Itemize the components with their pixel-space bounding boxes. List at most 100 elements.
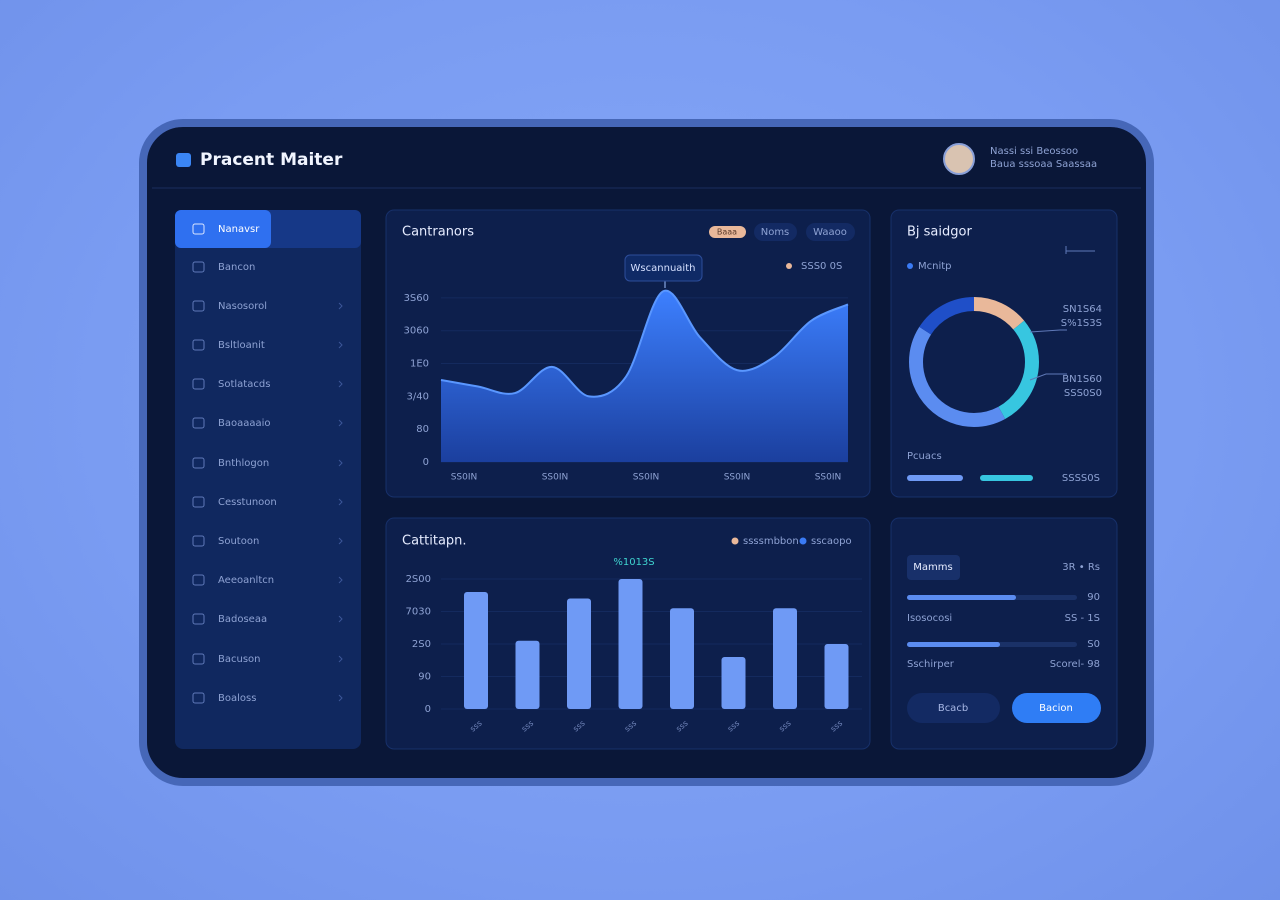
nav-label[interactable]: Sotlatacds <box>218 379 270 390</box>
x-tick-label: SS0IN <box>542 473 569 483</box>
chevron <box>338 459 343 467</box>
annotation: %1013S <box>613 557 654 568</box>
nav-label[interactable]: Badoseaa <box>218 614 267 625</box>
donut-panel <box>890 209 1118 498</box>
logo <box>176 153 191 167</box>
button[interactable] <box>1012 693 1101 723</box>
row-note: SS - 1S <box>1065 613 1100 624</box>
nav-icon <box>192 223 205 235</box>
footer-label: Pcuacs <box>907 451 942 462</box>
donut-segment <box>909 297 1039 427</box>
nav-icon <box>192 692 205 704</box>
footer-value: SSSS0S <box>1062 473 1100 484</box>
legend-label: sscaopo <box>811 536 852 547</box>
panel-title: Bj saidgor <box>907 225 972 240</box>
bar <box>773 608 797 709</box>
nav-label[interactable]: Nasosorol <box>218 301 267 312</box>
icon <box>1065 246 1095 254</box>
chevron <box>338 341 343 349</box>
chevron <box>338 537 343 545</box>
nav-icon <box>192 417 205 429</box>
chevron <box>338 655 343 663</box>
callout: SSS0S0 <box>1064 388 1102 399</box>
donut-segment <box>909 297 1039 427</box>
nav-icon <box>192 496 205 508</box>
bar <box>464 592 488 709</box>
chevron <box>338 419 343 427</box>
callout-line <box>1029 329 1067 381</box>
bar <box>567 598 591 709</box>
x-tick-label: SS0IN <box>633 473 660 483</box>
panel-title: Cantranors <box>402 225 474 240</box>
chevron <box>338 615 343 623</box>
filter-chip[interactable] <box>709 226 746 238</box>
x-tick-label: SS0IN <box>724 473 751 483</box>
avatar[interactable] <box>943 143 975 175</box>
y-tick-label: 2S0 <box>412 639 431 650</box>
nav-icon <box>192 574 205 586</box>
user-name: Nassi ssi Beossoo <box>990 146 1078 157</box>
button[interactable] <box>907 693 1000 723</box>
y-tick-label: 80 <box>416 424 429 435</box>
bar <box>824 644 849 709</box>
nav-icon <box>192 457 205 469</box>
nav-label[interactable]: Bacuson <box>218 654 261 665</box>
callout: BN1S60 <box>1062 374 1102 385</box>
chevron <box>338 302 343 310</box>
callout: SN1S64 <box>1063 304 1102 315</box>
y-tick-label: 2S00 <box>406 574 431 585</box>
nav-icon <box>192 378 205 390</box>
filter-label: Noms <box>761 227 790 238</box>
nav-label[interactable]: Cesstunoon <box>218 497 277 508</box>
progress-fill <box>907 642 1000 647</box>
tooltip <box>624 254 703 282</box>
area <box>441 290 848 462</box>
legend-dot <box>731 537 739 545</box>
y-tick-label: 90 <box>418 672 431 683</box>
nav-label[interactable]: Bsltloanit <box>218 340 265 351</box>
sidebar-active[interactable] <box>175 210 271 248</box>
area-line <box>440 289 849 398</box>
y-tick-label: 7030 <box>406 607 431 618</box>
progress-value: 90 <box>1087 592 1100 603</box>
filter-chip[interactable] <box>806 223 855 241</box>
row-note: Scorel- 98 <box>1050 659 1100 670</box>
row-label: Sschirper <box>907 659 955 670</box>
progress-value: S0 <box>1087 639 1100 650</box>
x-tick-label: SS0IN <box>451 473 478 483</box>
bar <box>670 608 694 709</box>
x-tick-label: SS0IN <box>815 473 842 483</box>
nav-label[interactable]: Bnthlogon <box>218 458 269 469</box>
y-tick-label: 3060 <box>404 326 429 337</box>
chevron <box>338 380 343 388</box>
chevron <box>338 694 343 702</box>
footer-bar <box>907 475 963 481</box>
bar <box>721 657 746 709</box>
filter-label: Baaa <box>717 228 737 237</box>
nav-icon <box>192 535 205 547</box>
chip-label: Mamms <box>913 562 952 573</box>
nav-label[interactable]: Aeeoanltcn <box>218 575 274 586</box>
panel-title: Cattitapn. <box>402 534 467 549</box>
nav-label[interactable]: Bancon <box>218 262 255 273</box>
chip-note: 3R • Rs <box>1062 562 1100 573</box>
footer-bar <box>980 475 1033 481</box>
y-tick-label: 0 <box>425 704 431 715</box>
nav-icon <box>192 339 205 351</box>
nav-label[interactable]: Soutoon <box>218 536 259 547</box>
sidebar <box>175 210 361 749</box>
nav-label[interactable]: Nanavsr <box>218 224 260 235</box>
nav-icon <box>192 613 205 625</box>
nav-label[interactable]: Baoaaaaio <box>218 418 271 429</box>
legend-dot <box>799 537 807 545</box>
nav-label[interactable]: Boaloss <box>218 693 256 704</box>
y-tick-label: 3/40 <box>407 391 429 402</box>
button-label: Bcacb <box>938 703 968 714</box>
brand: Pracent Maiter <box>200 150 343 170</box>
tooltip-text: Wscannuaith <box>631 263 696 274</box>
filter-chip[interactable] <box>754 223 797 241</box>
legend-label: SSS0 0S <box>801 261 842 272</box>
nav-icon <box>192 653 205 665</box>
